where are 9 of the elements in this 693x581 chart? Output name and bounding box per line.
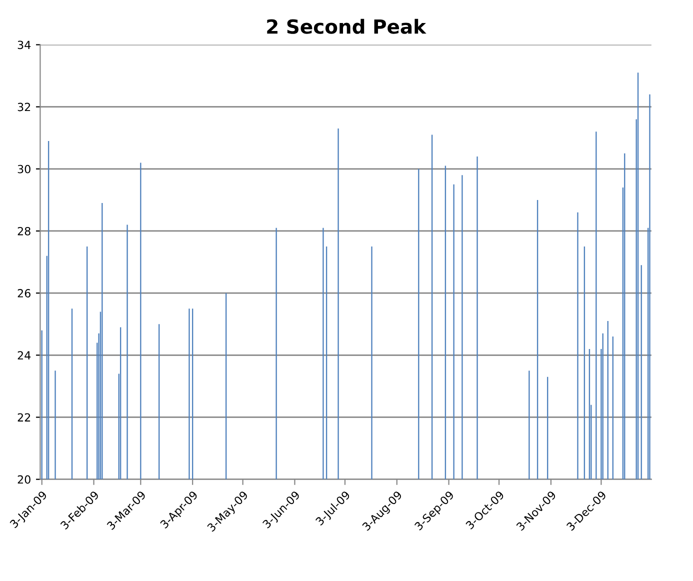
y-tick-label: 24 [18, 351, 31, 360]
y-tick-label: 28 [18, 226, 30, 236]
y-tick-label: 20 [18, 475, 30, 484]
y-tick-label: 32 [18, 102, 30, 112]
y-tick-label: 26 [18, 289, 30, 298]
y-tick-label: 22 [18, 413, 30, 422]
y-tick-label: 30 [18, 164, 30, 174]
chart-title: 2 Second Peak [267, 18, 426, 34]
y-tick-label: 34 [18, 40, 31, 50]
